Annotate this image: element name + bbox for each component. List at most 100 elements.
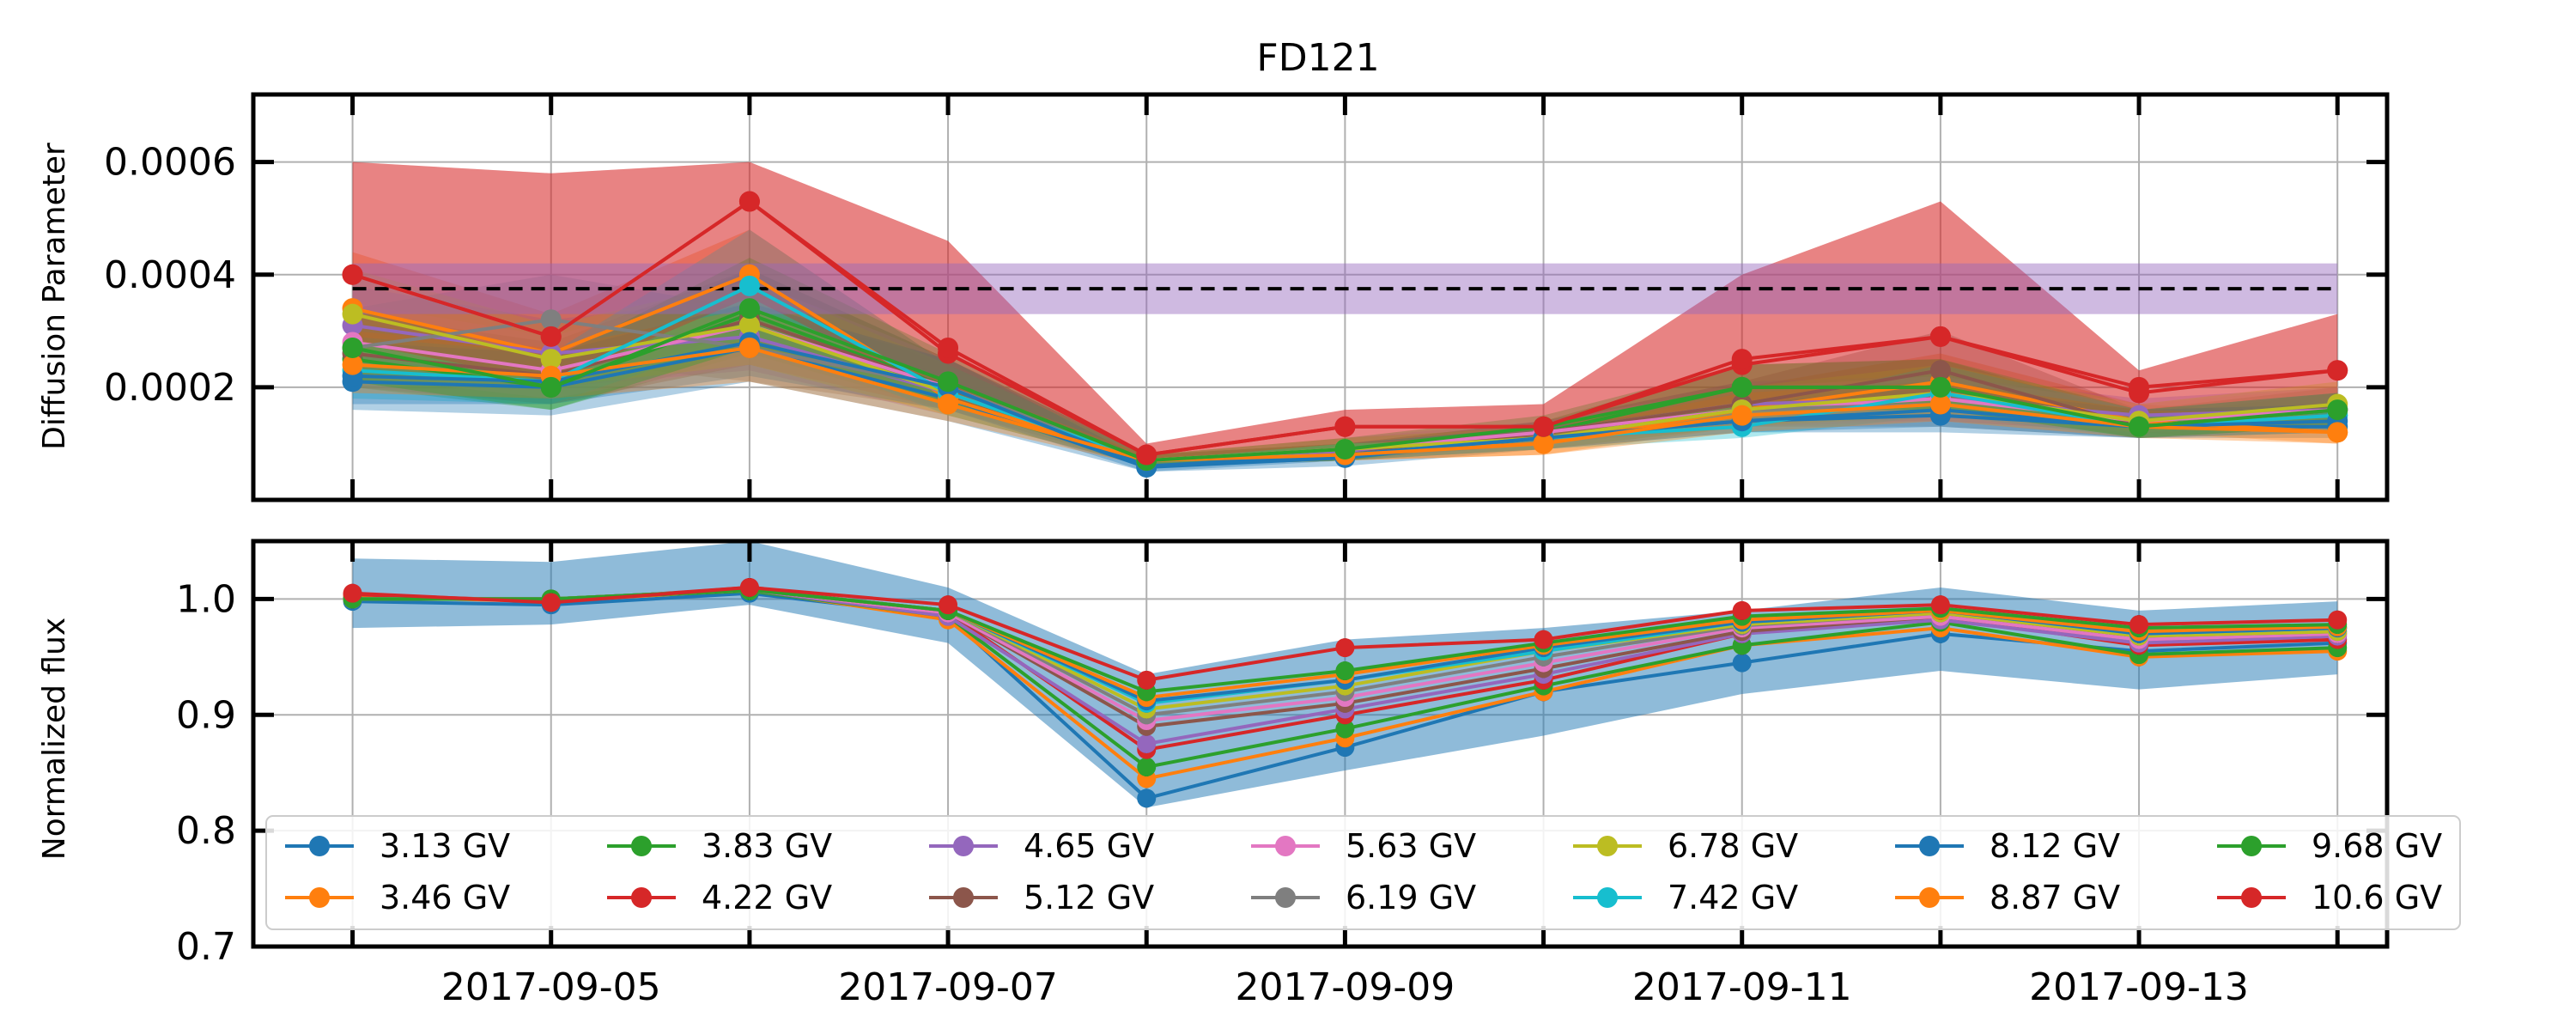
legend-label: 5.12 GV [1024, 879, 1154, 916]
top-data-point [1929, 393, 1951, 415]
top-data-point [738, 191, 760, 212]
bottom-axes-frame [251, 539, 2390, 949]
bottom-data-point [1732, 653, 1752, 673]
top-data-point [540, 349, 562, 370]
bottom-data-point [2328, 610, 2348, 630]
bottom-data-point [343, 583, 362, 603]
bottom-data-point [541, 593, 561, 612]
top-data-point [540, 309, 562, 331]
legend-marker [1597, 836, 1618, 856]
top-data-point [1929, 376, 1951, 398]
top-data-point [738, 338, 760, 358]
x-tick-label: 2017-09-05 [441, 965, 661, 1009]
bottom-data-point [1335, 719, 1355, 739]
legend-marker [2241, 887, 2262, 908]
top-data-point [2129, 416, 2150, 437]
top-data-point [1731, 405, 1753, 426]
top-data-point [1731, 376, 1753, 398]
legend-label: 8.12 GV [1990, 827, 2120, 865]
bottom-data-point [1930, 595, 1950, 615]
legend-marker [1275, 836, 1296, 856]
top-data-point [938, 371, 959, 393]
legend-marker [953, 887, 974, 908]
legend-marker [309, 836, 330, 856]
legend-marker [1919, 836, 1940, 856]
x-tick-label: 2017-09-11 [1632, 965, 1852, 1009]
top-y-tick-label: 0.0002 [104, 366, 236, 410]
legend-label: 4.22 GV [702, 879, 832, 916]
top-axes-frame [251, 92, 2390, 502]
bottom-y-tick-label: 1.0 [176, 577, 236, 621]
legend-marker [1597, 887, 1618, 908]
legend-marker [1919, 887, 1940, 908]
top-data-point [342, 303, 363, 325]
bottom-data-point [1137, 734, 1157, 753]
legend-label: 3.83 GV [702, 827, 832, 865]
top-data-point [342, 264, 363, 285]
top-data-point [1533, 416, 1554, 437]
band-3-83-GV [352, 269, 2338, 466]
bottom-data-point [1137, 670, 1157, 690]
legend-label: 9.68 GV [2312, 827, 2442, 865]
x-tick-label: 2017-09-09 [1236, 965, 1455, 1009]
top-plot-area: 0.0002 0.0004 0.0006 [104, 92, 2390, 502]
bottom-y-tick-label: 0.7 [176, 925, 236, 969]
legend-label: 10.6 GV [2312, 879, 2442, 916]
top-data-point [540, 376, 562, 398]
x-tick-label: 2017-09-07 [838, 965, 1058, 1009]
top-data-point [1929, 360, 1951, 381]
chart-title: FD121 [1256, 36, 1379, 80]
bottom-data-point [1335, 661, 1355, 681]
band-4-65-GV [352, 285, 2338, 466]
bottom-data-point [1335, 638, 1355, 658]
top-data-point [1533, 433, 1554, 454]
top-data-point [2327, 422, 2348, 443]
top-data-point [1731, 349, 1753, 370]
top-data-point [938, 338, 959, 358]
bottom-data-layer [343, 541, 2348, 808]
top-data-point [738, 298, 760, 320]
top-data-point [2327, 360, 2348, 381]
bottom-plot-area: 0.7 0.8 0.9 1.0 2017-09-05 2017-09-07 2017-09-… [176, 539, 2390, 1009]
bottom-y-tick-label: 0.9 [176, 693, 236, 737]
legend-label: 6.19 GV [1346, 879, 1476, 916]
band-9-68-GV [352, 258, 2338, 466]
top-data-layer [342, 161, 2348, 478]
top-data-point [2129, 376, 2150, 398]
top-data-point [1334, 439, 1356, 460]
legend: 3.13 GV 3.46 GV 3.83 GV 4.22 GV 4.65 GV 5.12 … [265, 815, 2461, 930]
legend-label: 3.46 GV [380, 879, 510, 916]
x-tick-label: 2017-09-13 [2029, 965, 2249, 1009]
bottom-data-point [1137, 788, 1157, 808]
legend-label: 3.13 GV [380, 827, 510, 865]
legend-label: 8.87 GV [1990, 879, 2120, 916]
top-data-point [342, 354, 363, 375]
top-data-point [1929, 326, 1951, 347]
top-data-point [738, 275, 760, 296]
legend-label: 4.65 GV [1024, 827, 1154, 865]
band-5-12-GV [352, 269, 2338, 466]
top-data-point [938, 393, 959, 415]
legend-marker [2241, 836, 2262, 856]
legend-label: 7.42 GV [1668, 879, 1798, 916]
bottom-data-point [1732, 600, 1752, 620]
top-data-point [540, 326, 562, 347]
legend-label: 6.78 GV [1668, 827, 1798, 865]
legend-marker [1275, 887, 1296, 908]
top-y-axis-label: Diffusion Parameter [37, 143, 72, 450]
bottom-data-point [739, 577, 759, 597]
legend-marker [631, 887, 652, 908]
bottom-y-tick-label: 0.8 [176, 809, 236, 853]
legend-marker [953, 836, 974, 856]
bottom-data-point [939, 595, 958, 615]
top-data-point [1136, 444, 1157, 466]
bottom-data-point [1534, 630, 1553, 649]
band-8-87-GV [352, 308, 2338, 466]
top-y-tick-label: 0.0004 [104, 253, 236, 297]
top-data-point [738, 314, 760, 336]
legend-label: 5.63 GV [1346, 827, 1476, 865]
bottom-data-point [1137, 757, 1157, 776]
bottom-y-axis-label: Normalized flux [37, 618, 72, 860]
